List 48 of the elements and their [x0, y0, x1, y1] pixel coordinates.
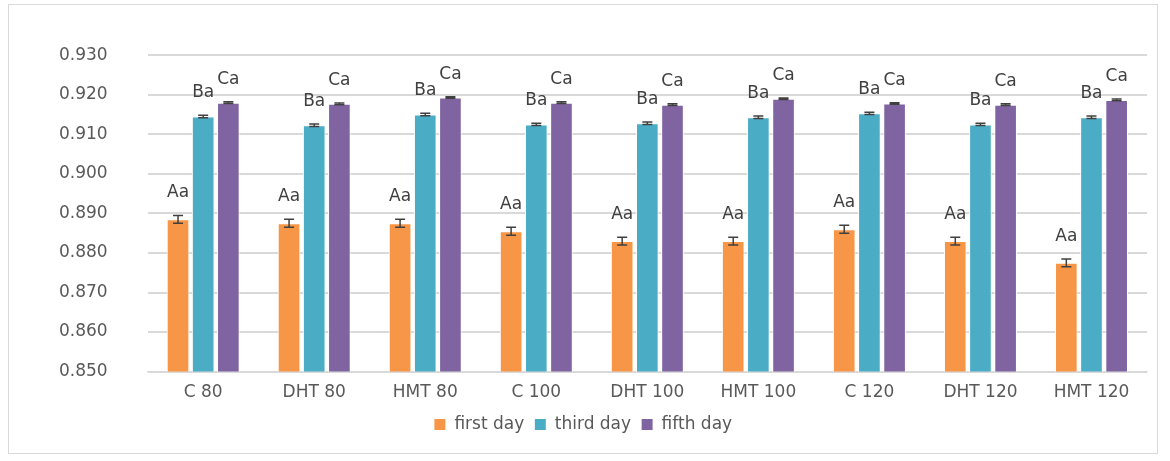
y-tick-label: 0.930: [59, 43, 108, 64]
y-tick-label: 0.910: [59, 122, 108, 143]
legend-label: fifth day: [661, 412, 733, 433]
x-tick-label: HMT 80: [392, 381, 458, 402]
y-tick-label: 0.900: [59, 162, 108, 183]
y-tick-label: 0.880: [59, 241, 108, 262]
data-label: Ca: [217, 67, 240, 88]
x-tick-label: DHT 80: [282, 381, 346, 402]
data-label: Aa: [833, 191, 856, 212]
data-label: Ba: [636, 87, 659, 108]
x-tick-label: DHT 120: [943, 381, 1018, 402]
data-label: Ca: [772, 63, 795, 84]
data-label: Aa: [389, 185, 412, 206]
data-label: Ca: [550, 67, 573, 88]
data-label: Ca: [994, 69, 1017, 90]
x-tick-label: C 120: [844, 381, 895, 402]
data-label: Ba: [414, 79, 437, 100]
y-tick-label: 0.850: [59, 360, 108, 381]
y-tick-label: 0.860: [59, 320, 108, 341]
data-label: Ba: [192, 81, 215, 102]
data-label: Ca: [661, 69, 684, 90]
legend-label: first day: [454, 412, 525, 433]
data-label: Ba: [858, 78, 881, 99]
data-label: Aa: [278, 185, 301, 206]
x-tick-label: HMT 120: [1053, 381, 1130, 402]
legend-label: third day: [554, 412, 632, 433]
data-label: Ca: [439, 62, 462, 83]
x-tick-label: DHT 100: [610, 381, 685, 402]
data-label: Ba: [303, 89, 326, 110]
data-label: Ba: [747, 82, 770, 103]
data-label: Aa: [166, 181, 190, 202]
data-label: Aa: [1055, 224, 1078, 245]
data-label: Aa: [944, 203, 967, 224]
y-tick-label: 0.890: [59, 201, 108, 222]
data-label: Ca: [883, 68, 906, 89]
data-label: Ba: [969, 89, 992, 110]
data-label: Ca: [1105, 65, 1128, 86]
data-label: Ba: [525, 89, 548, 110]
x-tick-label: HMT 100: [720, 381, 797, 402]
data-label: Aa: [500, 193, 523, 214]
x-tick-label: C 100: [511, 381, 562, 402]
y-tick-label: 0.920: [59, 83, 108, 104]
y-tick-label: 0.870: [59, 280, 108, 301]
data-label: Ca: [328, 68, 351, 89]
data-label: Aa: [722, 203, 745, 224]
data-label: Aa: [611, 203, 634, 224]
x-tick-label: C 80: [183, 381, 223, 402]
data-label: Ba: [1080, 82, 1103, 103]
